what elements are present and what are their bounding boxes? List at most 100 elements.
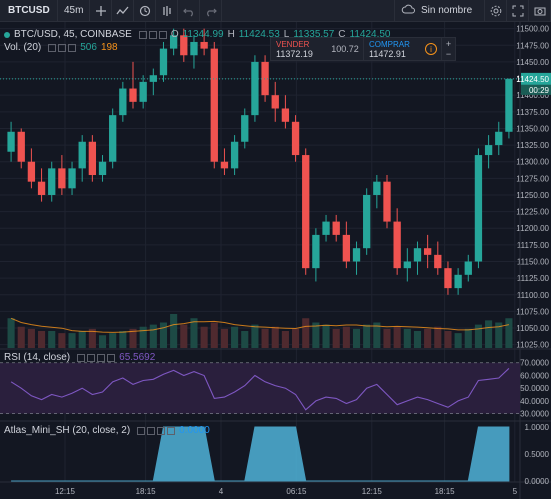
candle-body xyxy=(322,221,330,235)
volume-bar xyxy=(231,326,239,348)
chart-canvas[interactable]: 11500.0011475.0011450.0011425.0011400.00… xyxy=(0,22,551,499)
volume-bar xyxy=(312,322,320,348)
ohlc-high: 11424.53 xyxy=(238,29,280,40)
price-tick-label: 11075.00 xyxy=(516,307,549,316)
cloud-icon xyxy=(401,4,415,17)
atlas-legend-buttons[interactable] xyxy=(137,426,176,435)
rsi-label: RSI (14, close) xyxy=(4,352,71,363)
time-tick-label: 4 xyxy=(219,487,224,496)
bar-style-icon[interactable] xyxy=(156,0,179,22)
symbol-search[interactable]: BTCUSD xyxy=(0,0,58,22)
rsi-value: 65.5692 xyxy=(119,352,156,363)
atlas-legend: Atlas_Mini_SH (20, close, 2) 0.0000 xyxy=(4,425,210,436)
candle-body xyxy=(58,168,66,189)
candle-body xyxy=(434,254,442,269)
volume-bar xyxy=(27,328,35,348)
rsi-line xyxy=(10,368,510,411)
legend-buttons[interactable] xyxy=(138,30,167,39)
candle-body xyxy=(7,131,15,152)
settings-icon[interactable] xyxy=(485,0,507,22)
trade-panel: VENDER 11372.19 100.72 COMPRAR 11472.91 … xyxy=(270,37,456,61)
price-tick-label: 11150.00 xyxy=(517,258,550,267)
countdown-label: 00:29 xyxy=(529,86,550,95)
price-tick-label: 11325.00 xyxy=(516,141,549,150)
time-tick-label: 06:15 xyxy=(286,487,307,496)
volume-bar xyxy=(149,324,157,348)
info-icon[interactable]: i xyxy=(421,38,441,60)
volume-bar xyxy=(98,335,107,348)
time-tick-label: 12:15 xyxy=(55,487,76,496)
top-toolbar: BTCUSD 45m Sin nombre xyxy=(0,0,551,22)
volume-bar xyxy=(129,328,137,348)
candle-body xyxy=(98,161,107,176)
time-tick-label: 18:15 xyxy=(136,487,157,496)
price-tick-label: 11125.00 xyxy=(517,274,550,283)
volume-bar xyxy=(200,326,208,348)
volume-bar xyxy=(302,318,310,348)
alert-icon[interactable] xyxy=(134,0,157,22)
layout-name: Sin nombre xyxy=(421,5,473,16)
rsi-tick-label: 70.0000 xyxy=(520,359,549,368)
candle-body xyxy=(190,41,198,56)
rsi-band xyxy=(0,362,520,414)
candle-body xyxy=(332,221,340,235)
volume-value-up: 506 xyxy=(80,42,97,53)
volume-label: Vol. (20) xyxy=(4,42,42,53)
time-tick-label: 12:15 xyxy=(362,487,383,496)
ohlc-high-label: H xyxy=(227,29,235,40)
candle-body xyxy=(261,61,269,96)
candle-body xyxy=(505,78,513,132)
time-tick-label: 18:15 xyxy=(435,487,456,496)
camera-icon[interactable] xyxy=(529,0,551,22)
toolbar-spacer xyxy=(222,0,395,22)
candle-body xyxy=(27,161,36,182)
rsi-legend: RSI (14, close) 65.5692 xyxy=(4,352,155,363)
candle-body xyxy=(312,234,320,269)
compare-icon[interactable] xyxy=(90,0,113,22)
candle-body xyxy=(200,41,208,49)
candle-body xyxy=(48,168,56,195)
volume-bar xyxy=(474,324,482,348)
plus-icon[interactable]: + xyxy=(445,39,452,49)
candle-body xyxy=(423,248,432,255)
candle-body xyxy=(241,115,249,142)
volume-bar xyxy=(170,314,178,348)
quantity-stepper[interactable]: + − xyxy=(441,38,455,60)
volume-bar xyxy=(119,331,127,348)
candle-body xyxy=(373,181,381,195)
volume-bar xyxy=(78,331,86,348)
volume-bar xyxy=(210,322,218,348)
volume-bar xyxy=(7,318,15,348)
candle-body xyxy=(180,35,188,56)
candle-body xyxy=(68,168,76,189)
layout-selector[interactable]: Sin nombre xyxy=(395,0,485,22)
buy-button[interactable]: COMPRAR 11472.91 xyxy=(363,38,421,60)
volume-bar xyxy=(464,328,472,348)
price-tick-label: 11225.00 xyxy=(516,208,549,217)
price-tick-label: 11025.00 xyxy=(516,341,549,350)
volume-bar xyxy=(48,331,56,348)
sell-button[interactable]: VENDER 11372.19 xyxy=(271,38,327,60)
redo-icon[interactable] xyxy=(200,0,223,22)
rsi-tick-label: 50.0000 xyxy=(520,384,549,393)
interval-selector[interactable]: 45m xyxy=(58,0,91,22)
volume-bar xyxy=(352,328,361,348)
rsi-legend-buttons[interactable] xyxy=(77,353,116,362)
minus-icon[interactable]: − xyxy=(445,49,452,59)
fullscreen-icon[interactable] xyxy=(507,0,529,22)
candle-body xyxy=(88,141,97,176)
volume-bar xyxy=(383,328,391,348)
volume-bar xyxy=(322,324,330,348)
indicators-icon[interactable] xyxy=(112,0,135,22)
volume-value-ma: 198 xyxy=(100,42,118,53)
candle-body xyxy=(210,48,218,162)
atlas-tick-label: 0.0000 xyxy=(525,477,550,486)
undo-icon[interactable] xyxy=(178,0,201,22)
ohlc-low-label: L xyxy=(283,29,290,40)
time-tick-label: 5 xyxy=(513,487,518,496)
volume-bar xyxy=(393,326,401,348)
spread-value: 100.72 xyxy=(331,44,359,54)
price-tick-label: 11350.00 xyxy=(516,124,549,133)
volume-legend-buttons[interactable] xyxy=(48,43,77,52)
volume-bar xyxy=(292,328,300,348)
